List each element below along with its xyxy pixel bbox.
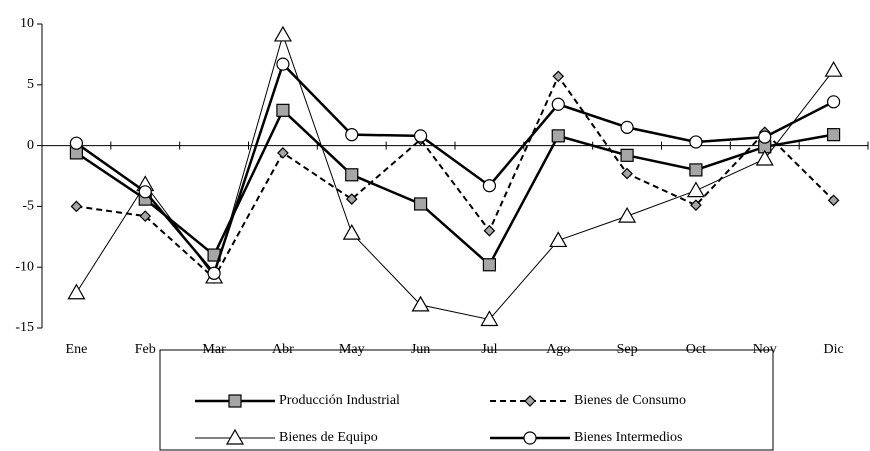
marker bbox=[276, 103, 290, 117]
marker bbox=[207, 266, 221, 280]
marker bbox=[686, 181, 705, 198]
x-tick-label: Jul bbox=[481, 342, 497, 357]
x-tick-label: Abr bbox=[272, 342, 294, 357]
marker bbox=[277, 147, 289, 159]
marker bbox=[551, 97, 565, 111]
legend-label: Producción Industrial bbox=[279, 393, 400, 408]
marker bbox=[523, 431, 537, 445]
y-tick-label: 10 bbox=[20, 16, 34, 31]
legend-label: Bienes Intermedios bbox=[574, 430, 682, 445]
x-tick-label: Oct bbox=[686, 342, 706, 357]
marker bbox=[620, 148, 634, 162]
marker bbox=[69, 136, 84, 150]
marker bbox=[618, 206, 637, 223]
marker bbox=[826, 128, 841, 142]
series-line bbox=[75, 61, 835, 276]
y-tick-label: 5 bbox=[27, 77, 34, 92]
marker bbox=[345, 193, 358, 205]
y-tick-label: -5 bbox=[22, 199, 34, 214]
marker bbox=[826, 95, 841, 109]
marker bbox=[138, 185, 152, 199]
marker bbox=[413, 197, 428, 211]
x-tick-label: Mar bbox=[202, 342, 226, 357]
marker bbox=[413, 129, 428, 143]
y-tick-label: -10 bbox=[15, 259, 34, 274]
marker bbox=[620, 120, 634, 134]
series-line bbox=[75, 33, 834, 321]
y-tick-label: 0 bbox=[27, 138, 34, 153]
marker bbox=[70, 200, 83, 213]
marker bbox=[139, 210, 152, 222]
marker bbox=[411, 295, 430, 312]
marker bbox=[342, 223, 361, 240]
marker bbox=[552, 70, 565, 83]
x-tick-label: Dic bbox=[823, 342, 843, 357]
series-line bbox=[76, 74, 835, 280]
y-tick-label: -15 bbox=[15, 320, 34, 335]
marker bbox=[689, 163, 703, 177]
marker bbox=[482, 258, 497, 272]
marker bbox=[480, 310, 499, 327]
legend-box bbox=[159, 349, 774, 451]
legend-label: Bienes de Consumo bbox=[574, 393, 686, 408]
marker bbox=[827, 194, 840, 207]
marker bbox=[228, 394, 242, 408]
x-tick-label: Nov bbox=[753, 342, 777, 357]
x-tick-label: Feb bbox=[135, 342, 156, 357]
x-tick-label: May bbox=[339, 342, 365, 357]
marker bbox=[345, 168, 359, 182]
marker bbox=[621, 167, 633, 180]
marker bbox=[524, 395, 536, 407]
series-line bbox=[75, 108, 834, 267]
x-tick-label: Sep bbox=[617, 342, 638, 357]
marker bbox=[824, 60, 843, 77]
marker bbox=[67, 283, 86, 300]
marker bbox=[690, 199, 702, 212]
x-tick-label: Ago bbox=[546, 342, 570, 357]
marker bbox=[549, 231, 568, 248]
marker bbox=[345, 128, 359, 142]
marker bbox=[758, 130, 772, 144]
marker bbox=[551, 129, 565, 143]
marker bbox=[273, 25, 292, 42]
legend-label: Bienes de Equipo bbox=[279, 430, 378, 445]
marker bbox=[276, 57, 290, 71]
x-tick-label: Jun bbox=[411, 342, 430, 357]
marker bbox=[755, 149, 774, 166]
marker bbox=[225, 428, 245, 445]
marker bbox=[483, 224, 496, 237]
marker bbox=[689, 135, 703, 149]
x-tick-label: Ene bbox=[66, 342, 88, 357]
marker bbox=[482, 179, 497, 193]
